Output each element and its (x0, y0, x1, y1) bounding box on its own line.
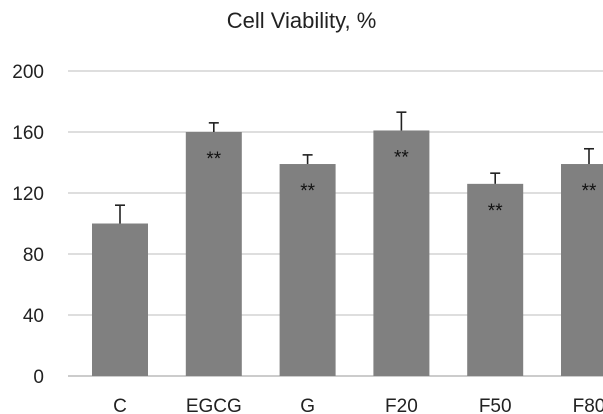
y-tick-label: 120 (12, 184, 44, 205)
bar (185, 132, 242, 376)
x-tick-label: C (113, 396, 127, 414)
x-tick-label: F50 (479, 396, 512, 414)
bar (92, 223, 148, 376)
bar (279, 164, 336, 376)
bar (561, 164, 603, 376)
x-tick-label: F20 (385, 396, 418, 414)
chart-title: Cell Viability, % (226, 8, 377, 33)
x-tick-label: EGCG (186, 396, 242, 414)
y-tick-label: 80 (23, 245, 44, 266)
significance-label: ** (206, 149, 221, 170)
bar (373, 130, 430, 376)
y-tick-label: 160 (12, 123, 44, 144)
bar (467, 183, 524, 376)
significance-label: ** (394, 147, 409, 168)
significance-label: ** (300, 181, 315, 202)
x-tick-label: G (300, 396, 315, 414)
y-tick-label: 0 (33, 367, 44, 388)
significance-label: ** (582, 181, 597, 202)
y-tick-label: 40 (23, 306, 44, 327)
significance-label: ** (488, 201, 503, 222)
y-tick-label: 200 (12, 62, 44, 83)
x-tick-label: F80 (573, 396, 603, 414)
